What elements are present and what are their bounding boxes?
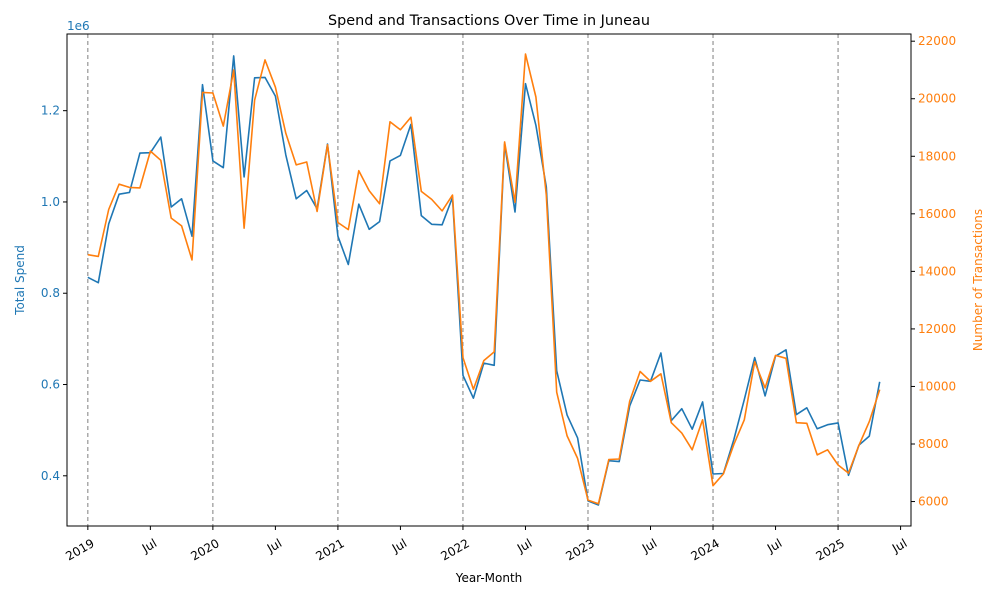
- left-y-tick-label: 1.2: [41, 104, 60, 118]
- left-y-tick-label: 0.8: [41, 286, 60, 300]
- transactions-series-line: [87, 53, 881, 505]
- x-tick-label: Jul: [889, 536, 909, 556]
- right-y-tick-label: 6000: [918, 495, 949, 509]
- x-tick-label: 2025: [814, 536, 847, 563]
- left-y-tick-label: 0.6: [41, 378, 60, 392]
- right-y-tick-label: 8000: [918, 437, 949, 451]
- left-y-axis-label: Total Spend: [13, 245, 27, 316]
- x-tick-label: Jul: [139, 536, 159, 556]
- left-y-tick-label: 0.4: [41, 469, 60, 483]
- right-y-tick-label: 14000: [918, 264, 956, 278]
- x-tick-label: 2020: [188, 536, 221, 563]
- right-y-axis-label: Number of Transactions: [971, 209, 985, 351]
- x-tick-label: 2024: [688, 536, 721, 563]
- right-y-tick-label: 10000: [918, 379, 956, 393]
- spend-series-line: [87, 55, 881, 506]
- left-y-tick-label: 1.0: [41, 195, 60, 209]
- right-y-tick-label: 16000: [918, 207, 956, 221]
- x-axis-ticks: 2019 Jul 2020 Jul 2021 Jul 2022 Jul 2023 Jul 2024 J…: [63, 526, 909, 563]
- x-axis-label: Year-Month: [455, 571, 523, 585]
- x-tick-label: Jul: [639, 536, 659, 556]
- x-tick-label: Jul: [264, 536, 284, 556]
- left-y-axis-ticks: 0.4 0.6 0.8 1.0 1.2: [41, 104, 67, 483]
- right-y-axis-ticks: 6000 8000 10000 12000 14000 16000 18000 20000 22…: [911, 34, 956, 509]
- right-y-tick-label: 12000: [918, 322, 956, 336]
- right-y-tick-label: 22000: [918, 34, 956, 48]
- x-tick-label: 2019: [63, 536, 96, 563]
- series-group: [87, 53, 881, 506]
- chart-title: Spend and Transactions Over Time in June…: [328, 13, 650, 29]
- left-y-axis-offset-label: 1e6: [67, 19, 90, 33]
- right-y-tick-label: 20000: [918, 92, 956, 106]
- right-y-tick-label: 18000: [918, 149, 956, 163]
- x-tick-label: 2021: [313, 536, 346, 563]
- x-tick-label: Jul: [514, 536, 534, 556]
- x-tick-label: Jul: [764, 536, 784, 556]
- plot-frame: [66, 33, 912, 527]
- x-tick-label: 2022: [438, 536, 471, 563]
- x-tick-label: 2023: [563, 536, 596, 563]
- x-tick-label: Jul: [389, 536, 409, 556]
- year-reference-lines: [87, 34, 839, 526]
